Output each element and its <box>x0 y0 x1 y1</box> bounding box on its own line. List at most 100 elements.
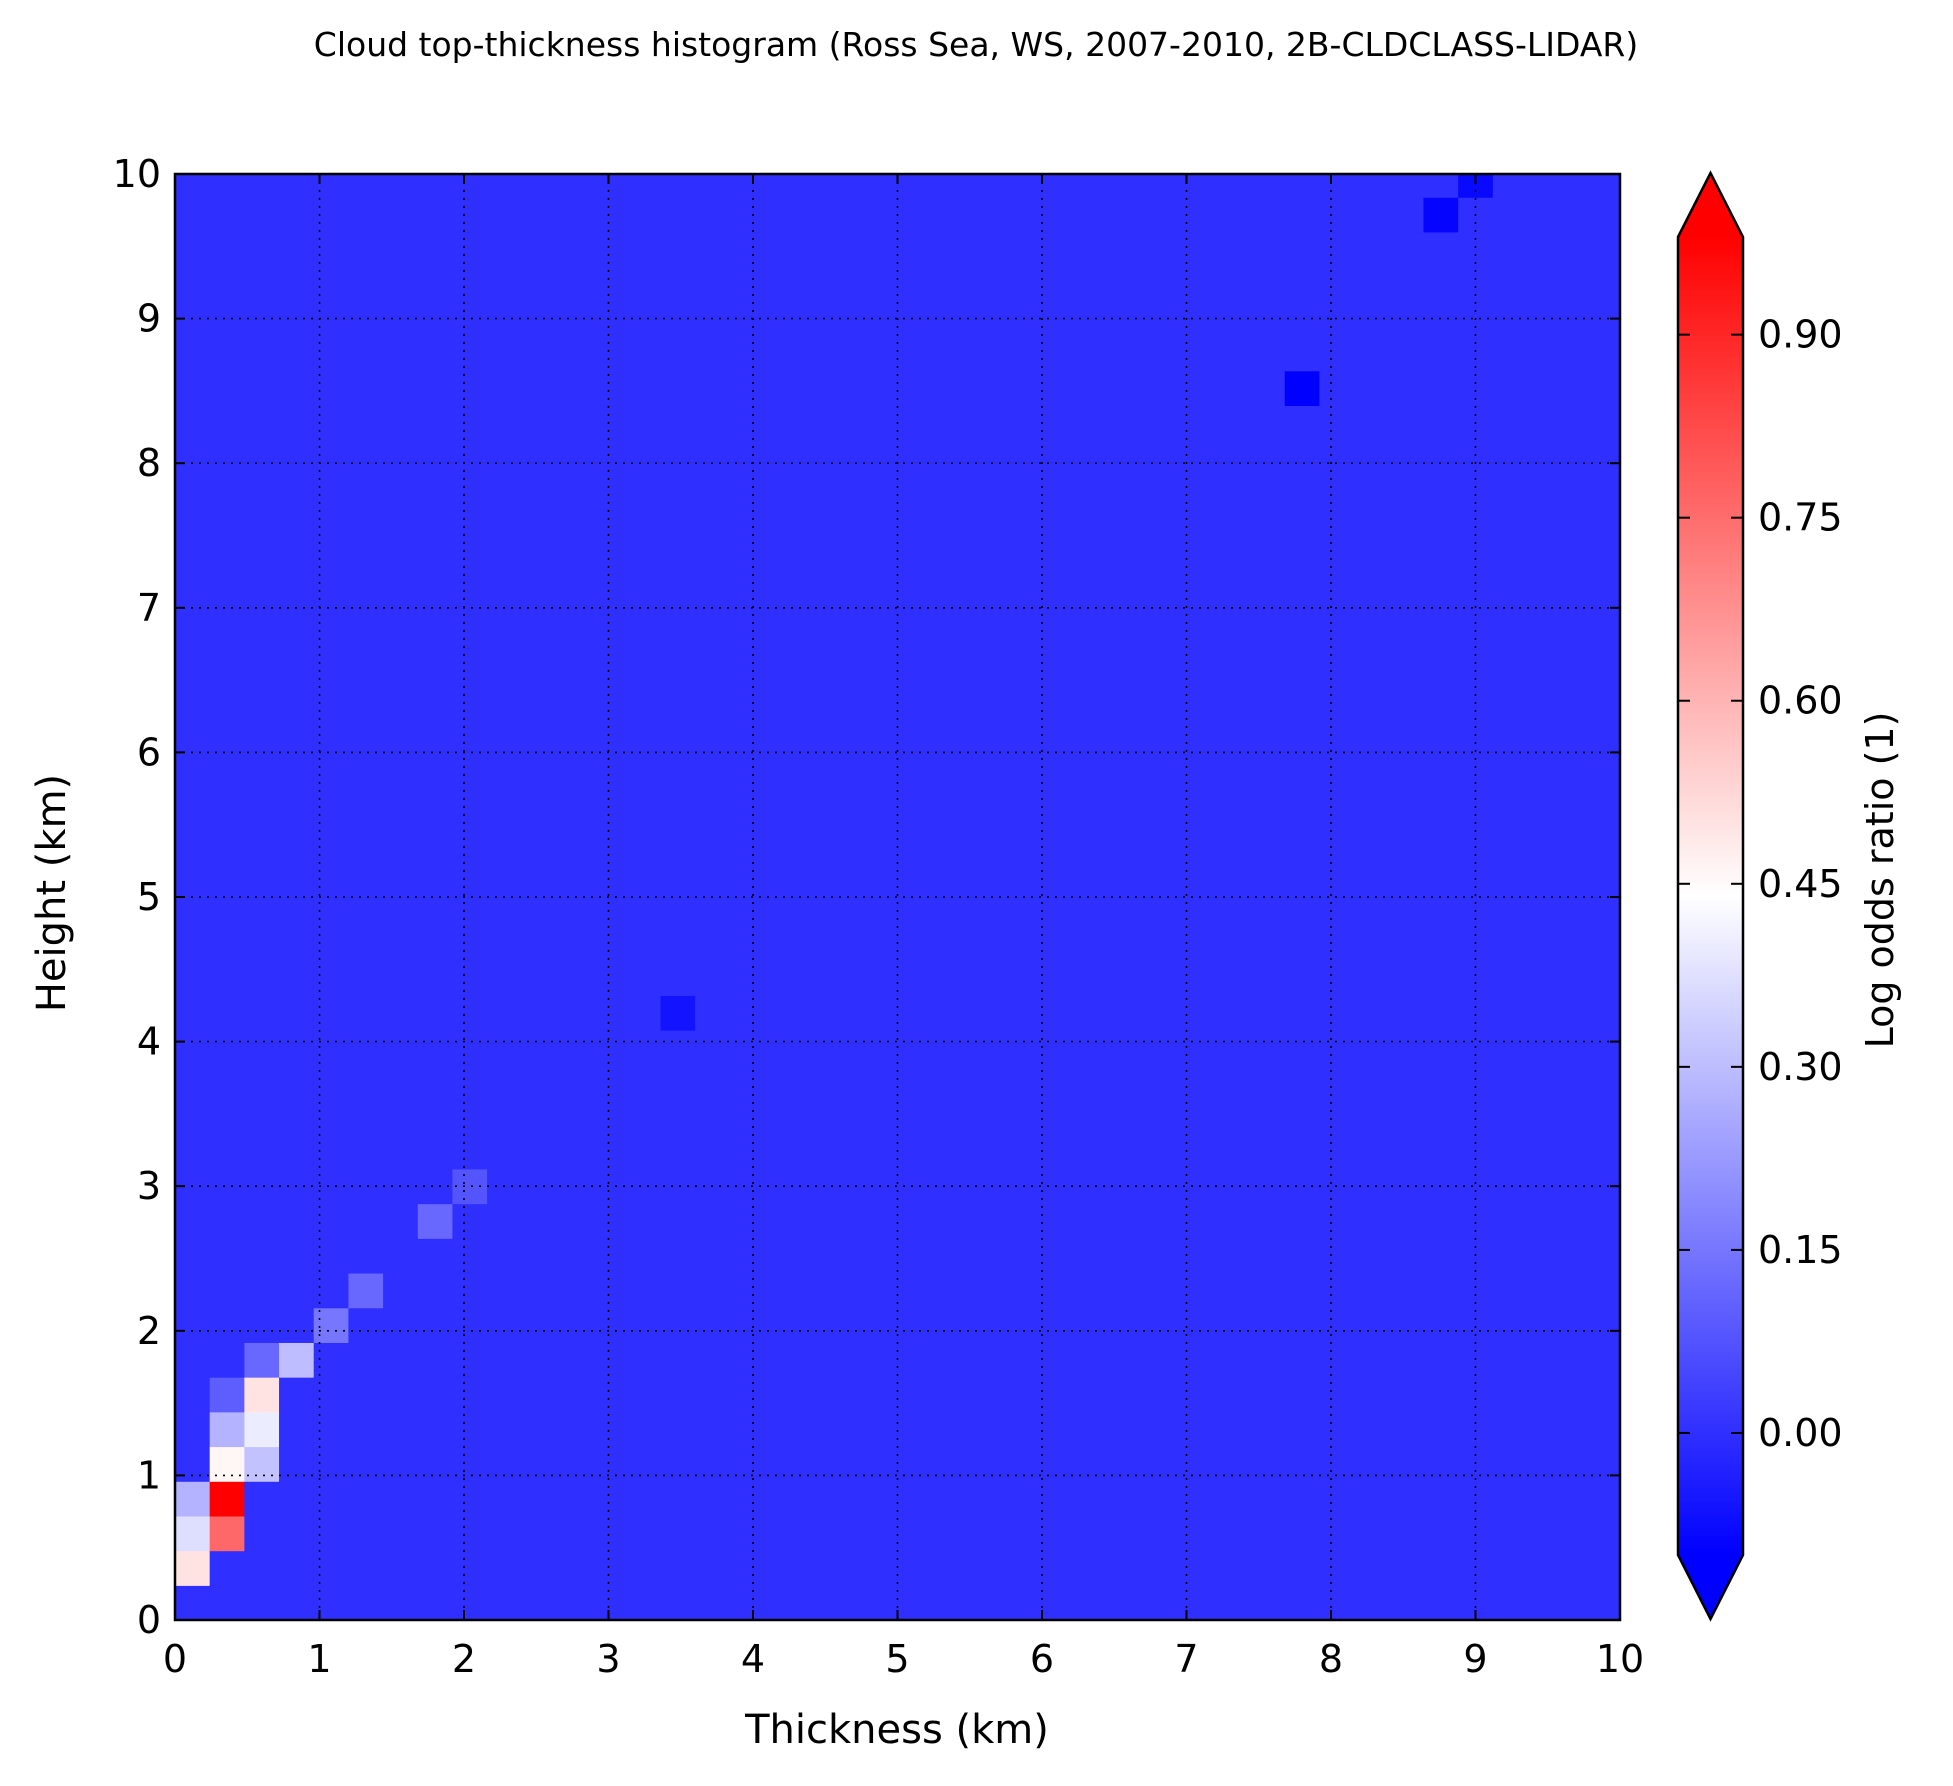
heatmap-cell <box>1527 1515 1563 1552</box>
heatmap-cell <box>1458 1411 1494 1448</box>
heatmap-cell <box>903 370 939 406</box>
heatmap-cell <box>1319 1515 1355 1552</box>
heatmap-cell <box>1388 821 1425 858</box>
heatmap-cell <box>556 613 592 649</box>
heatmap-cell <box>417 960 454 996</box>
heatmap-cell <box>972 1272 1008 1309</box>
heatmap-cell <box>1284 1342 1321 1378</box>
heatmap-cell <box>625 1064 662 1101</box>
heatmap-cell <box>764 301 800 337</box>
heatmap-cell <box>695 335 731 372</box>
heatmap-cell <box>1250 856 1286 892</box>
heatmap-cell <box>417 1064 454 1101</box>
heatmap-cell <box>348 1515 384 1552</box>
heatmap-cell <box>1458 474 1494 511</box>
heatmap-cell <box>1180 1099 1216 1135</box>
heatmap-cell <box>175 1515 211 1552</box>
heatmap-cell <box>279 370 315 406</box>
heatmap-cell <box>417 1550 454 1586</box>
heatmap-cell <box>452 1064 488 1101</box>
heatmap-cell <box>348 1377 384 1413</box>
heatmap-cell <box>1596 1203 1621 1239</box>
heatmap-cell <box>903 509 939 545</box>
heatmap-cell <box>1284 682 1321 719</box>
heatmap-cell <box>383 995 419 1031</box>
heatmap-cell <box>729 197 766 233</box>
heatmap-cell <box>452 370 488 406</box>
heatmap-cell <box>868 1550 904 1586</box>
heatmap-cell <box>1042 266 1078 302</box>
heatmap-cell <box>1111 544 1147 580</box>
heatmap-cell <box>417 1307 454 1343</box>
heatmap-cell <box>1042 1377 1078 1413</box>
heatmap-cell <box>1076 335 1112 372</box>
heatmap-cell <box>1562 752 1598 788</box>
heatmap-cell <box>1596 1377 1621 1413</box>
heatmap-cell <box>729 1342 766 1378</box>
heatmap-cell <box>348 474 384 511</box>
heatmap-cell <box>209 717 245 753</box>
heatmap-cell <box>1146 1342 1182 1378</box>
heatmap-cell <box>1180 474 1216 511</box>
heatmap-cell <box>1215 752 1251 788</box>
heatmap-cell <box>1007 717 1043 753</box>
heatmap-cell <box>1284 752 1321 788</box>
heatmap-cell <box>417 1411 454 1448</box>
heatmap-cell <box>1423 1030 1459 1066</box>
heatmap-cell <box>1423 231 1459 268</box>
heatmap-cell <box>383 1134 419 1170</box>
heatmap-cell <box>487 266 523 302</box>
heatmap-cell <box>1527 891 1563 927</box>
heatmap-cell <box>279 1238 315 1274</box>
heatmap-cell <box>279 1481 315 1517</box>
heatmap-cell <box>1111 370 1147 406</box>
heatmap-cell <box>1388 960 1425 996</box>
heatmap-cell <box>175 752 211 788</box>
heatmap-cell <box>1388 1342 1425 1378</box>
heatmap-cell <box>1284 821 1321 858</box>
heatmap-cell <box>695 440 731 476</box>
heatmap-cell <box>1354 821 1390 858</box>
heatmap-cell <box>417 197 454 233</box>
heatmap-cell <box>1042 1099 1078 1135</box>
heatmap-cell <box>1492 509 1529 545</box>
heatmap-cell <box>1284 370 1321 406</box>
y-tick-label: 6 <box>137 730 161 774</box>
heatmap-cell <box>487 1515 523 1552</box>
heatmap-cell <box>868 787 904 823</box>
heatmap-cell <box>972 682 1008 719</box>
heatmap-cell <box>1250 648 1286 684</box>
heatmap-cell <box>868 1585 904 1621</box>
heatmap-cell <box>1284 405 1321 441</box>
heatmap-cell <box>937 682 974 719</box>
heatmap-cell <box>868 1030 904 1066</box>
heatmap-cell <box>1146 197 1182 233</box>
heatmap-cell <box>660 995 696 1031</box>
heatmap-cell <box>1250 717 1286 753</box>
heatmap-cell <box>556 1099 592 1135</box>
heatmap-cell <box>556 821 592 858</box>
heatmap-cell <box>487 995 523 1031</box>
heatmap-cell <box>972 1515 1008 1552</box>
heatmap-cell <box>729 1064 766 1101</box>
heatmap-cell <box>972 821 1008 858</box>
heatmap-cell <box>556 1377 592 1413</box>
heatmap-cell <box>660 682 696 719</box>
heatmap-cell <box>1111 474 1147 511</box>
heatmap-cell <box>1388 856 1425 892</box>
heatmap-cell <box>591 1446 627 1482</box>
heatmap-cell <box>556 1585 592 1621</box>
heatmap-cell <box>556 335 592 372</box>
heatmap-cell <box>487 231 523 268</box>
heatmap-cell <box>1527 1272 1563 1309</box>
heatmap-cell <box>868 405 904 441</box>
heatmap-cell <box>833 544 870 580</box>
heatmap-cell <box>1319 960 1355 996</box>
heatmap-cell <box>1007 648 1043 684</box>
heatmap-cell <box>1423 787 1459 823</box>
heatmap-cell <box>729 335 766 372</box>
heatmap-cell <box>1007 1446 1043 1482</box>
heatmap-cell <box>625 1515 662 1552</box>
heatmap-cell <box>868 1238 904 1274</box>
heatmap-cell <box>660 578 696 615</box>
